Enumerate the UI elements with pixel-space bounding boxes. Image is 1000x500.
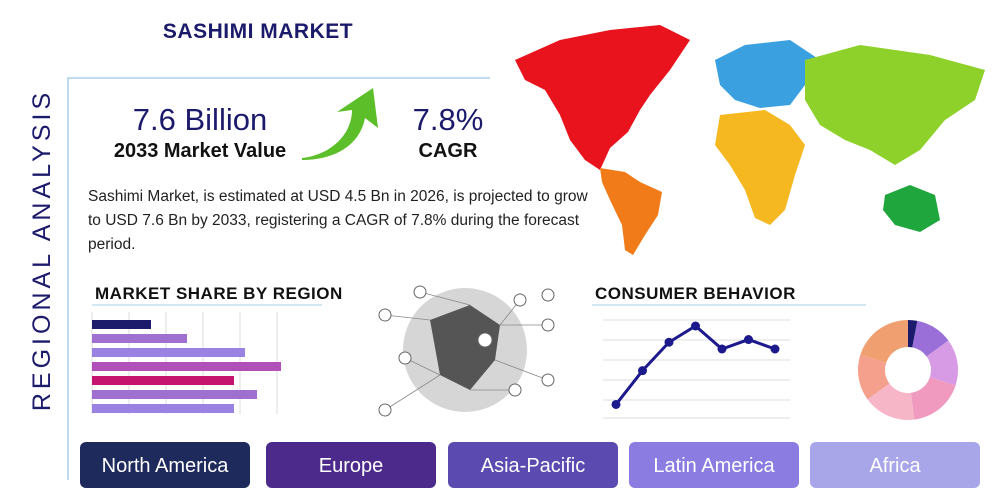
button-bg[interactable] bbox=[266, 442, 436, 488]
map-asia bbox=[805, 45, 985, 165]
region-button[interactable]: Europe bbox=[266, 442, 436, 488]
market-value: 7.6 Billion bbox=[133, 102, 267, 137]
button-label[interactable]: North America bbox=[102, 455, 230, 477]
point bbox=[611, 399, 621, 409]
bar bbox=[92, 320, 151, 329]
cagr: 7.8% bbox=[413, 102, 484, 137]
market-value-label: 2033 Market Value bbox=[114, 140, 286, 162]
region-button[interactable]: Asia-Pacific bbox=[448, 442, 618, 488]
bar bbox=[92, 376, 234, 385]
button-label[interactable]: Asia-Pacific bbox=[481, 455, 585, 477]
cagr-label: CAGR bbox=[419, 140, 478, 162]
map-africa bbox=[715, 110, 805, 225]
growth-arrow bbox=[302, 88, 378, 160]
section-title: CONSUMER BEHAVIOR bbox=[595, 284, 796, 303]
map-europe bbox=[715, 40, 820, 108]
frame bbox=[67, 77, 490, 480]
donut-slice bbox=[912, 320, 949, 357]
button-bg[interactable] bbox=[810, 442, 980, 488]
bar bbox=[92, 390, 257, 399]
description: Sashimi Market, is estimated at USD 4.5 … bbox=[88, 188, 588, 253]
line-grid bbox=[603, 319, 790, 419]
network-globe bbox=[378, 285, 555, 417]
button-label[interactable]: Latin America bbox=[653, 455, 775, 477]
donut-slice bbox=[867, 383, 915, 420]
region-button[interactable]: Africa bbox=[810, 442, 980, 488]
bar bbox=[92, 362, 281, 371]
point bbox=[664, 337, 674, 347]
point bbox=[691, 321, 700, 331]
button-bg[interactable] bbox=[80, 442, 250, 488]
bar bbox=[92, 348, 245, 357]
donut-slice bbox=[926, 340, 958, 386]
region-button[interactable]: North America bbox=[80, 442, 250, 488]
point bbox=[638, 366, 647, 376]
region-button[interactable]: Latin America bbox=[629, 442, 799, 488]
title: SASHIMI MARKET bbox=[163, 20, 353, 43]
donut-slice bbox=[860, 320, 908, 363]
bar bbox=[92, 334, 187, 343]
point bbox=[744, 335, 753, 345]
world-map bbox=[515, 25, 985, 255]
section-title: MARKET SHARE BY REGION bbox=[95, 284, 343, 303]
donut-slice bbox=[910, 377, 956, 420]
donut-slice bbox=[858, 354, 890, 400]
map-south-america bbox=[600, 168, 662, 255]
button-label[interactable]: Europe bbox=[319, 455, 384, 477]
button-bg[interactable] bbox=[448, 442, 618, 488]
map-oceania bbox=[883, 185, 940, 232]
point bbox=[717, 344, 727, 354]
point bbox=[770, 344, 780, 354]
button-label[interactable]: Africa bbox=[869, 455, 921, 477]
map-north-america bbox=[515, 25, 690, 170]
bar bbox=[92, 404, 234, 413]
side-title: REGIONAL ANALYSIS bbox=[28, 89, 56, 411]
button-bg[interactable] bbox=[629, 442, 799, 488]
description-box: Sashimi Market, is estimated at USD 4.5 … bbox=[88, 188, 588, 253]
donut-slice bbox=[908, 320, 918, 348]
